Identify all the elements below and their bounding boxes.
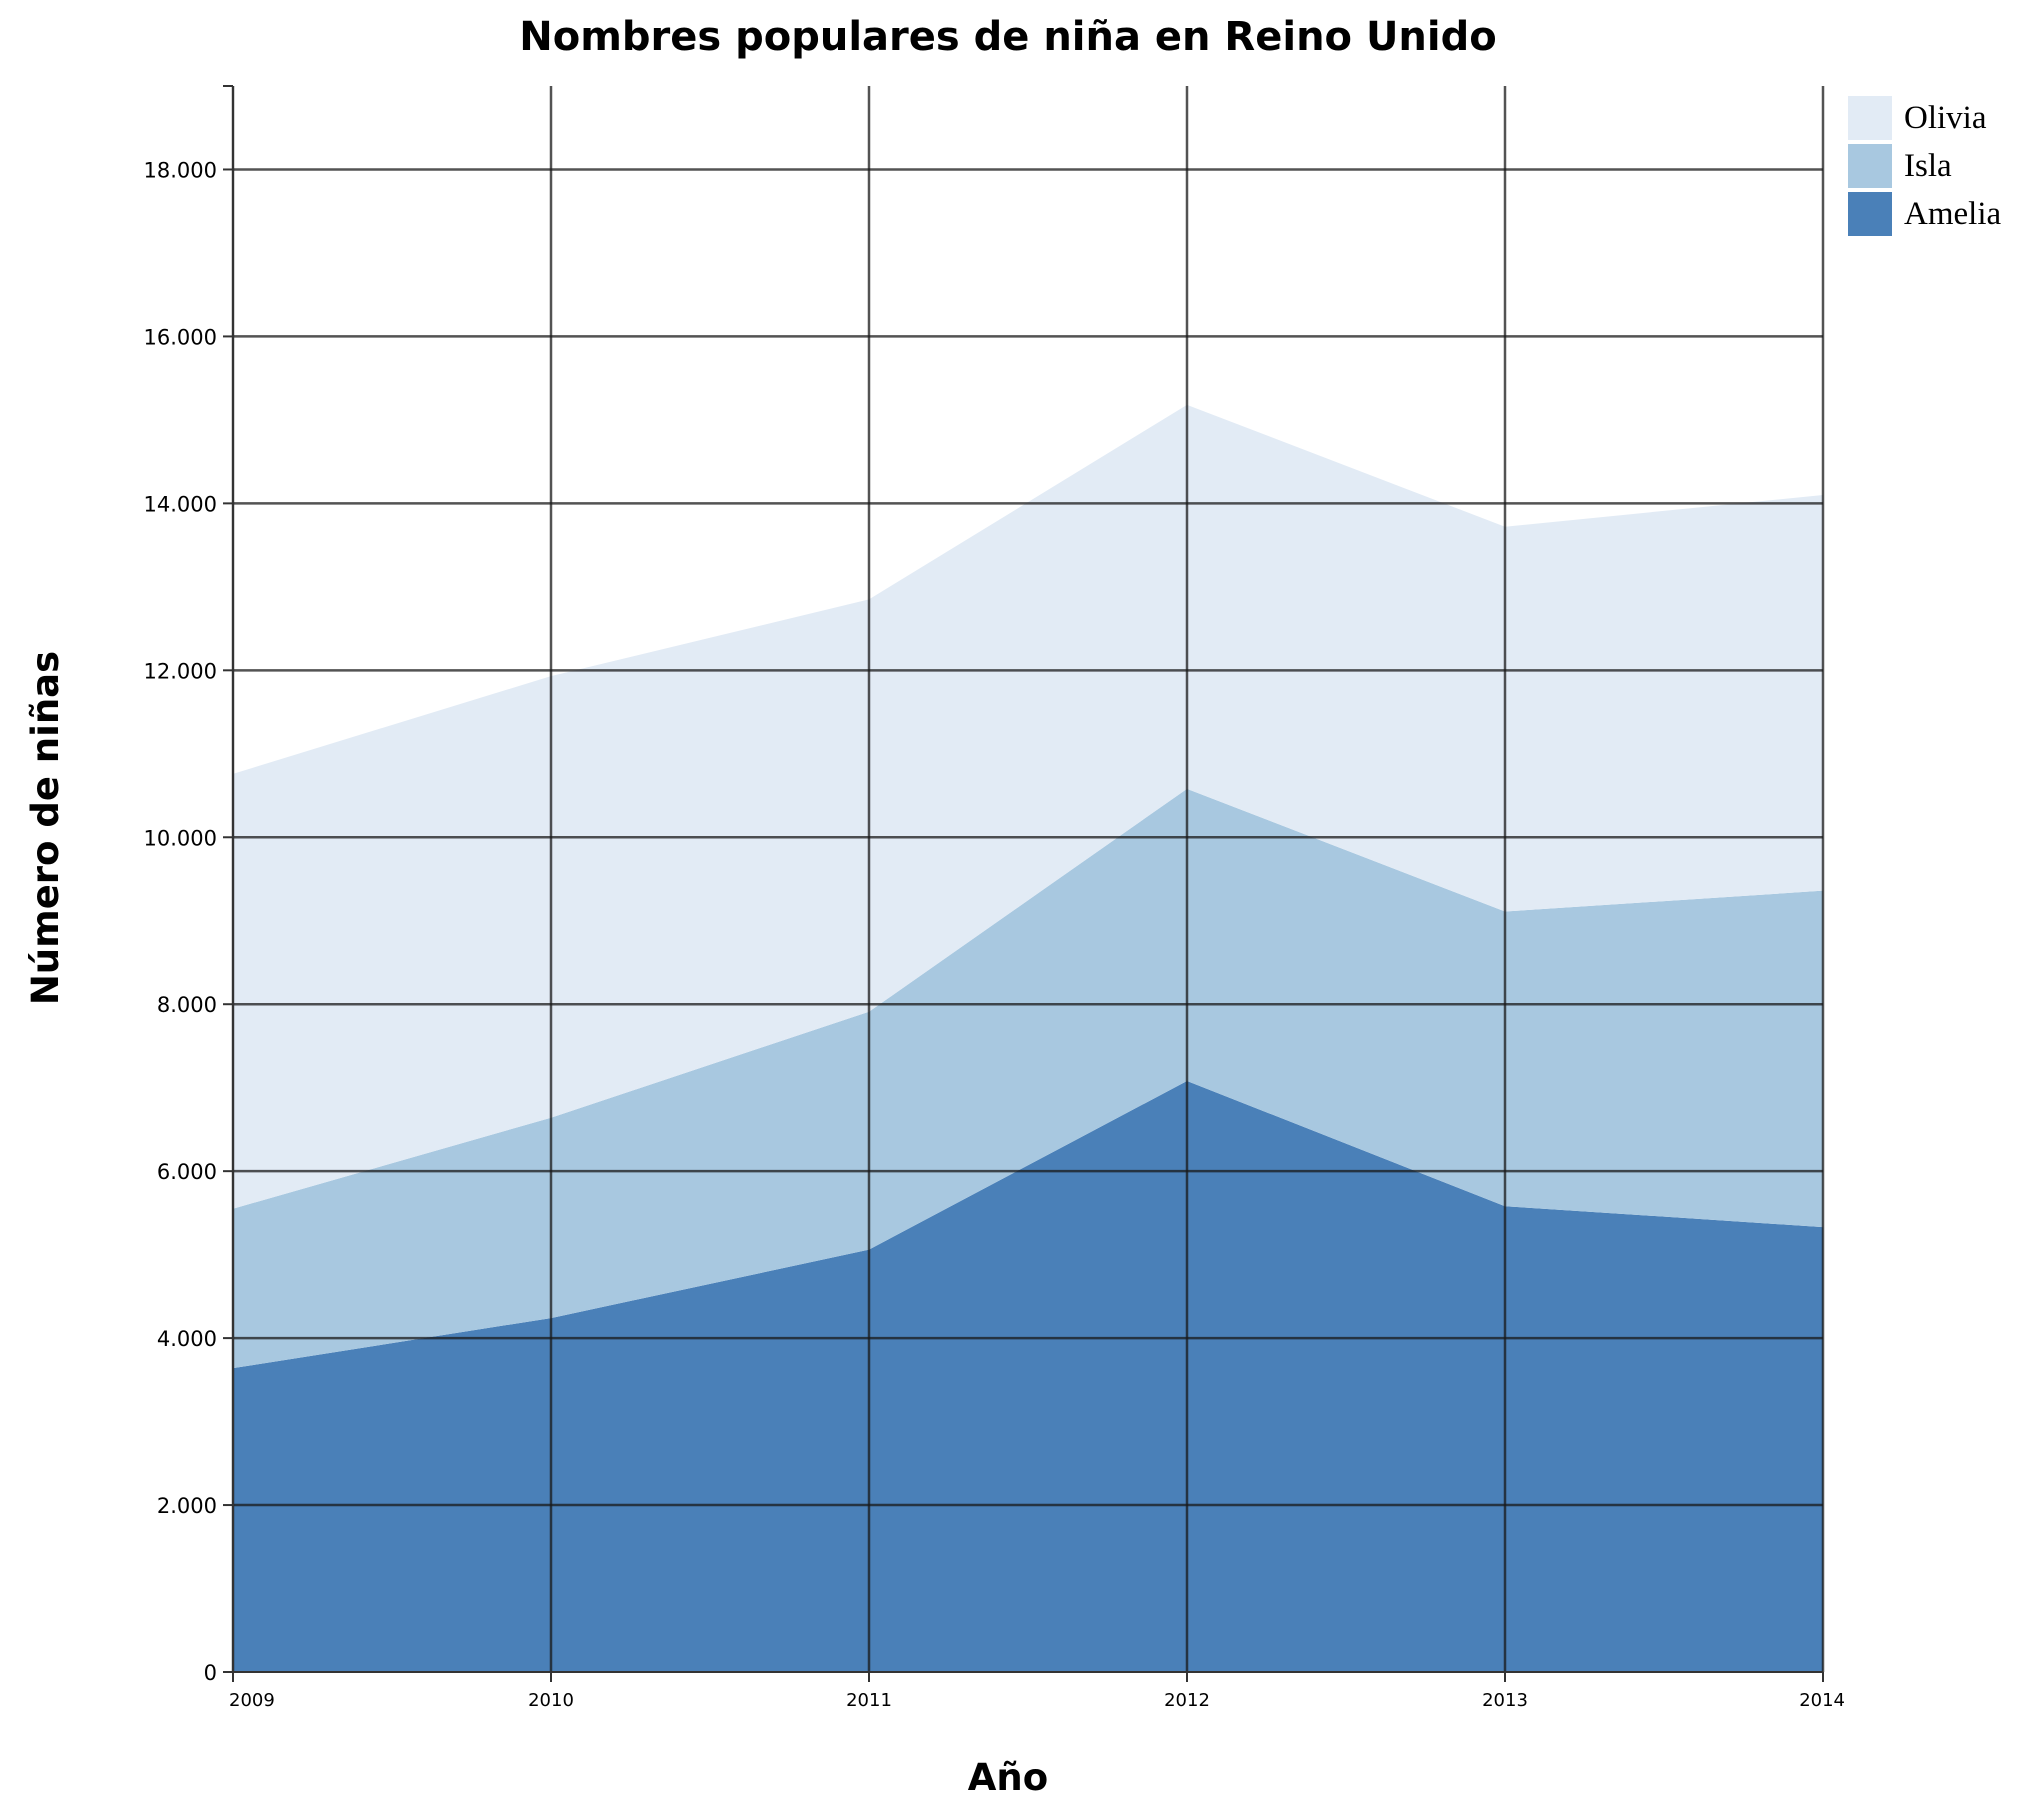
area-amelia — [233, 1081, 1823, 1672]
y-tick-label: 14.000 — [144, 492, 217, 516]
x-tick-label: 2014 — [1799, 1690, 1845, 1711]
x-tick-label: 2011 — [846, 1690, 892, 1711]
y-tick-label: 6.000 — [157, 1160, 217, 1184]
legend-label-amelia: Amelia — [1904, 196, 2001, 232]
legend-label-olivia: Olivia — [1904, 100, 1987, 136]
x-axis-title: Año — [968, 1756, 1048, 1799]
legend-swatch-amelia — [1848, 192, 1892, 236]
x-tick-label: 2013 — [1482, 1690, 1528, 1711]
area-isla — [233, 788, 1823, 1369]
y-tick-label: 4.000 — [157, 1327, 217, 1351]
legend-label-isla: Isla — [1904, 148, 1952, 184]
y-tick-label: 16.000 — [144, 325, 217, 349]
legend: Olivia Isla Amelia — [1848, 96, 2001, 236]
y-tick-label: 2.000 — [157, 1494, 217, 1518]
x-tick-label: 2012 — [1164, 1690, 1210, 1711]
y-tick-label: 10.000 — [144, 826, 217, 850]
y-tick-label: 8.000 — [157, 993, 217, 1017]
area-olivia — [233, 404, 1823, 1209]
y-tick-label: 18.000 — [144, 158, 217, 182]
x-tick-label: 2010 — [528, 1690, 574, 1711]
y-axis-title: Número de niñas — [24, 651, 67, 1005]
x-tick-label: 2009 — [229, 1690, 275, 1711]
legend-swatch-olivia — [1848, 96, 1892, 140]
axes: 0 2.000 4.000 6.000 8.000 10.000 12.000 14.000 1… — [144, 85, 1845, 1711]
area-layers — [233, 404, 1823, 1672]
y-tick-label: 0 — [204, 1661, 217, 1685]
y-tick-label: 12.000 — [144, 659, 217, 683]
chart-title: Nombres populares de niña en Reino Unido — [519, 14, 1496, 60]
legend-swatch-isla — [1848, 144, 1892, 188]
